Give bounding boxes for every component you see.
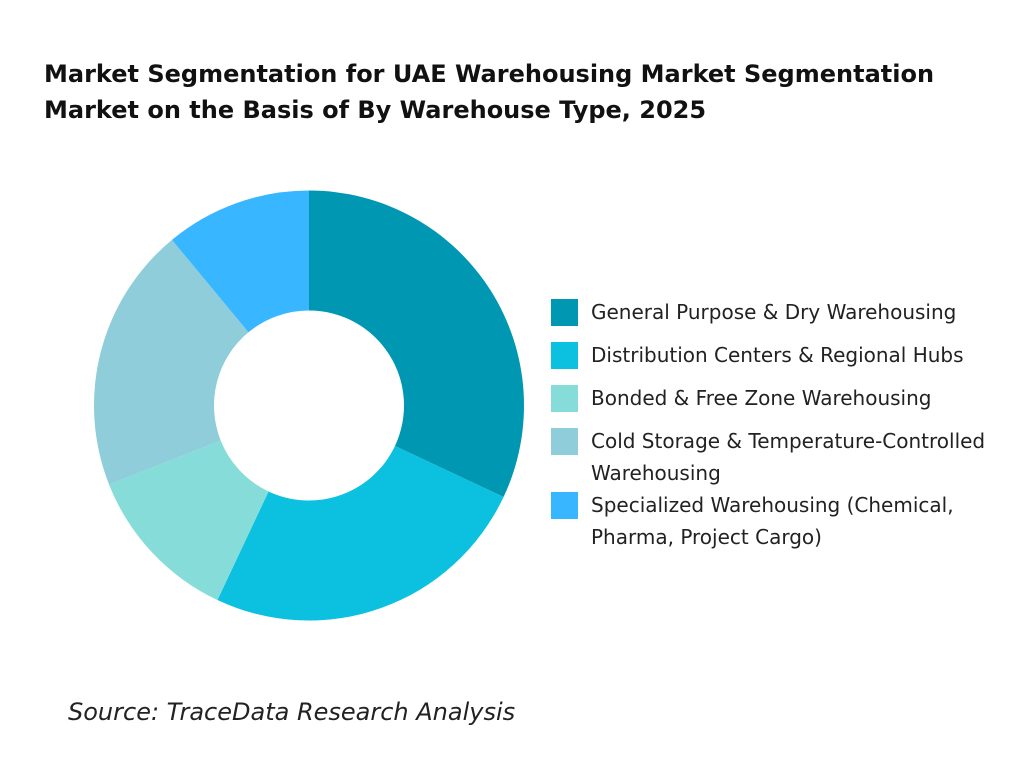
- donut-slice: [171, 190, 309, 333]
- source-note: Source: TraceData Research Analysis: [68, 698, 516, 726]
- legend-label: Bonded & Free Zone Warehousing: [591, 386, 932, 410]
- legend-item: General Purpose & Dry Warehousing: [551, 297, 1011, 328]
- legend-item: Distribution Centers & Regional Hubs: [551, 340, 1011, 371]
- legend-swatch: [551, 492, 578, 519]
- donut-slice: [93, 239, 249, 485]
- donut-slice: [217, 445, 504, 621]
- legend-swatch: [551, 385, 578, 412]
- legend-item: Specialized Warehousing (Chemical, Pharm…: [551, 490, 1011, 553]
- donut-slice: [309, 190, 524, 498]
- legend-label: Cold Storage & Temperature-Controlled Wa…: [591, 429, 986, 485]
- legend-swatch: [551, 342, 578, 369]
- chart-title: Market Segmentation for UAE Warehousing …: [44, 60, 935, 124]
- legend-item: Bonded & Free Zone Warehousing: [551, 383, 1011, 414]
- legend-label: Distribution Centers & Regional Hubs: [591, 343, 964, 367]
- donut-slice: [109, 440, 269, 601]
- legend-label: General Purpose & Dry Warehousing: [591, 300, 957, 324]
- legend-swatch: [551, 299, 578, 326]
- legend-item: Cold Storage & Temperature-Controlled Wa…: [551, 426, 1011, 489]
- legend-swatch: [551, 428, 578, 455]
- legend-label: Specialized Warehousing (Chemical, Pharm…: [591, 493, 954, 549]
